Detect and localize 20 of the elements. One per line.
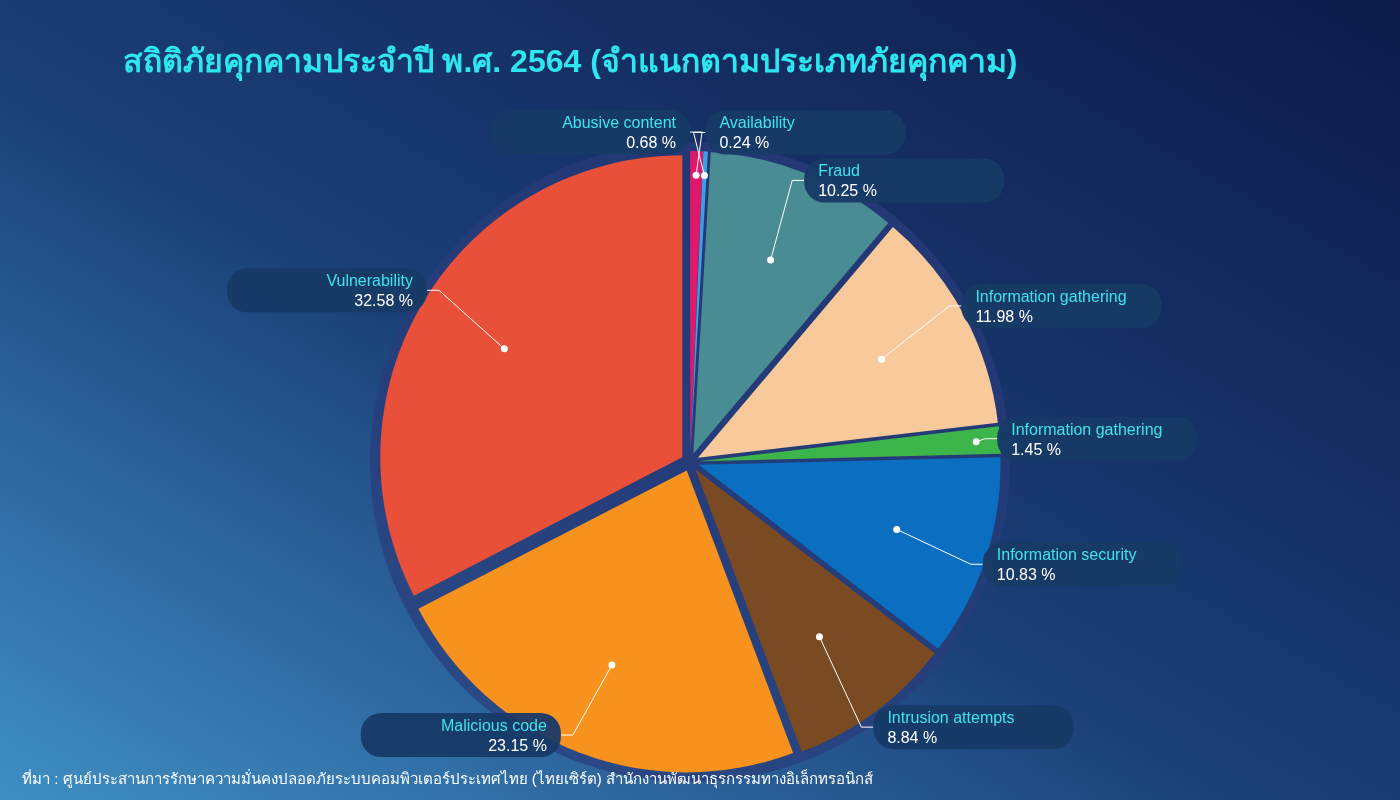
data-label: 23.15 % [488, 737, 547, 754]
slice-label: Malicious code [441, 717, 547, 734]
data-label: 1.45 % [1011, 440, 1062, 458]
slice-label: Vulnerability [326, 272, 413, 290]
data-label: 0.68 % [626, 134, 676, 152]
data-label: 11.98 % [975, 307, 1033, 325]
slice-label: Availability [719, 114, 795, 132]
text: ที่มา : ศูนย์ประสานการรักษาความมั่นคงปลอดภัยระบบคอมพิวเตอร์ประเทศไทย (ไทยเซิร์ต) สำนักงานพัฒนาธุรกรรมทางอิเล็กทรอนิกส์ [22, 768, 873, 789]
data-label: 8.84 % [887, 729, 938, 747]
data-label: 10.83 % [996, 566, 1056, 584]
data-label: 32.58 % [354, 292, 413, 310]
slice-label: Fraud [818, 162, 860, 180]
slice-label: Information gathering [1011, 420, 1163, 438]
data-label: 10.25 % [818, 182, 877, 200]
data-label: 0.24 % [719, 134, 770, 152]
slice-label: Information gathering [975, 287, 1127, 305]
chart-title: สถิติภัยคุกคามประจำปี พ.ศ. 2564 (จำแนกตามประเภทภัยคุกคาม) [122, 43, 1018, 82]
slice-label: Information security [996, 546, 1137, 564]
slice-label: Intrusion attempts [887, 709, 1015, 727]
slice-label: Abusive content [562, 114, 677, 132]
